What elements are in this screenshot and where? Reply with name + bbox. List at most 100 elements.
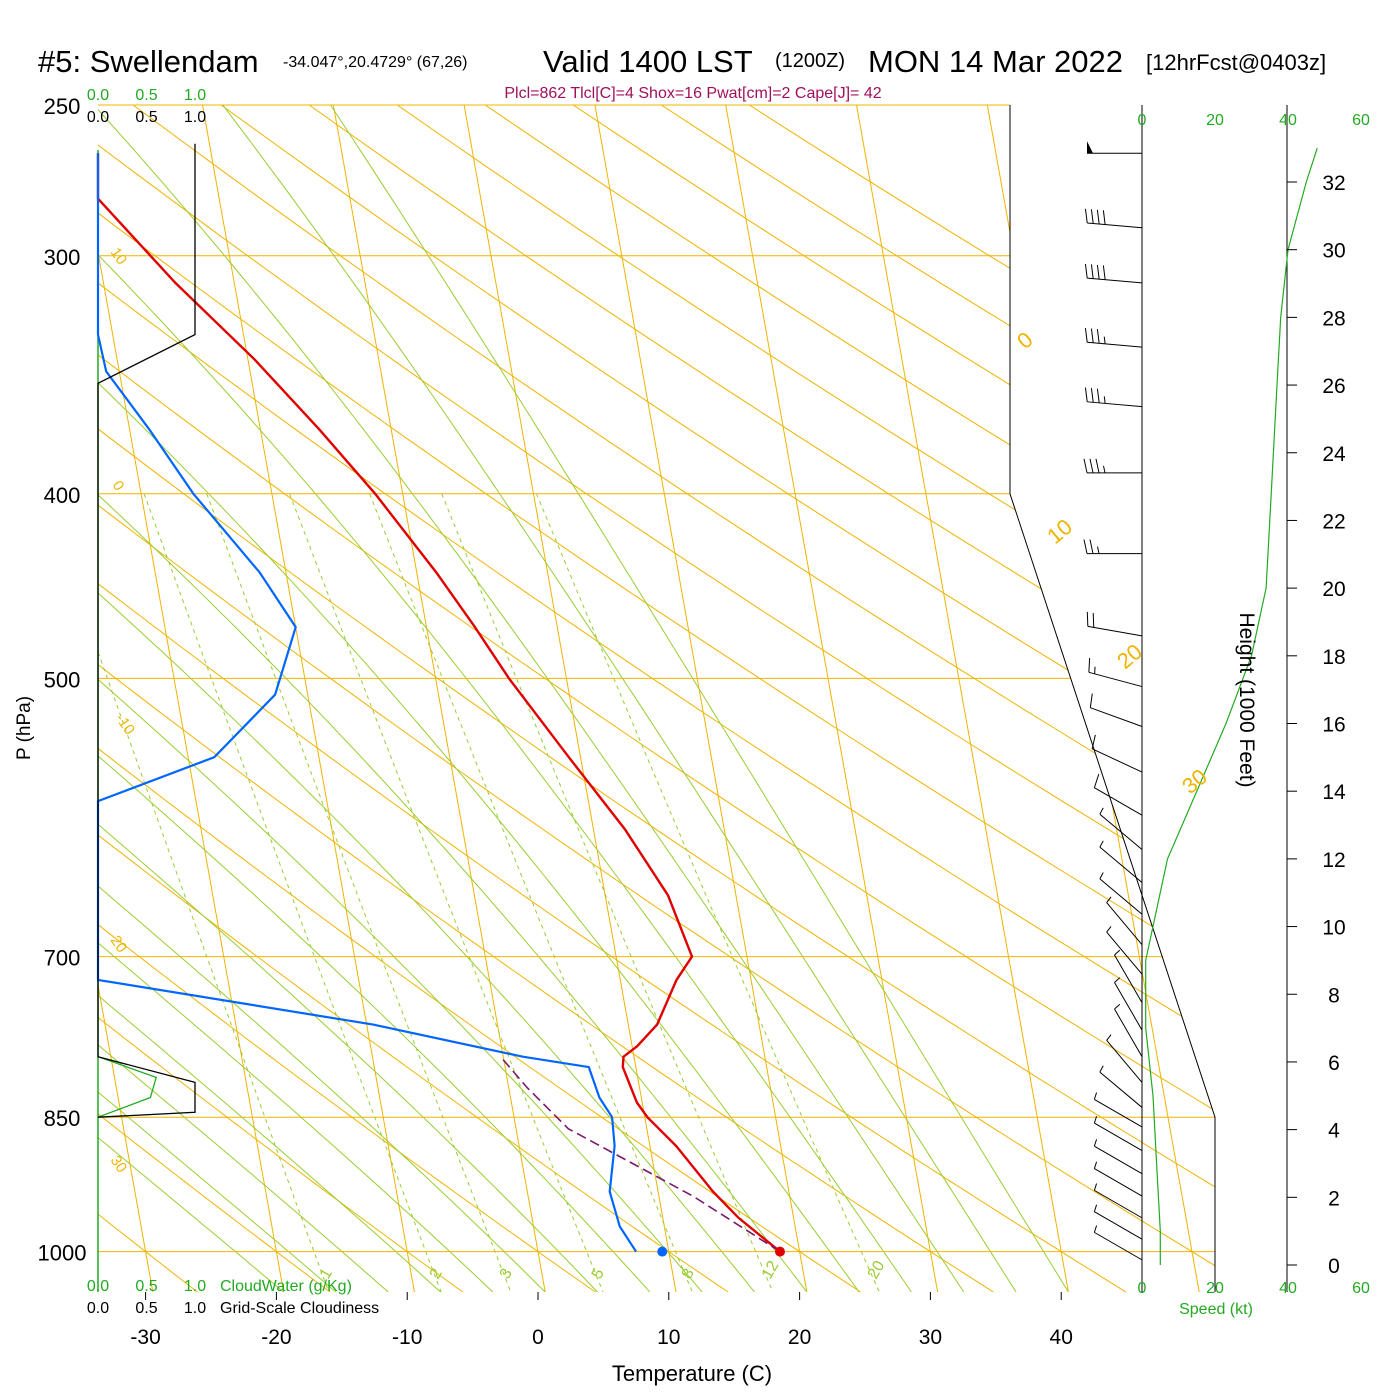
barb-staff: [1106, 902, 1143, 946]
barb-half: [1106, 926, 1112, 933]
barb-full: [1083, 458, 1088, 473]
barb-full: [1102, 265, 1106, 280]
height-tick-label: 18: [1322, 646, 1345, 669]
wind-barb: [1086, 612, 1143, 637]
barb-staff: [1094, 1145, 1143, 1175]
barb-flag: [1087, 141, 1093, 154]
mixing-ratio-line: [206, 493, 512, 1292]
fraction-tick-label: 0.0: [87, 87, 109, 104]
speed-tick-label-bottom: 60: [1352, 1280, 1370, 1297]
barb-staff: [1087, 401, 1143, 408]
barb-full: [1091, 734, 1096, 749]
height-tick-label: 20: [1322, 578, 1345, 601]
barb-staff: [1088, 671, 1143, 688]
cloudiness-label: Grid-Scale Cloudiness: [220, 1300, 379, 1317]
dry-adiabat-line: [98, 105, 1215, 1292]
barb-staff: [1099, 813, 1143, 850]
barb-staff: [1094, 1098, 1143, 1128]
moist-adiabat-line: [98, 105, 912, 1292]
fraction-tick-label: 0.5: [135, 87, 157, 104]
fraction-tick-label: 0.0: [87, 109, 109, 126]
mixing-ratio-label: 8: [679, 1266, 698, 1282]
x-tick-label: -30: [130, 1326, 160, 1349]
wind-barb: [1093, 1204, 1143, 1240]
wind-barb: [1084, 263, 1143, 284]
barb-half: [1093, 1161, 1098, 1169]
barb-full: [1089, 693, 1093, 708]
dry-adiabat-line: [435, 105, 1215, 1292]
barb-staff: [1091, 748, 1143, 773]
thermo-clipped: [98, 105, 1215, 1292]
barb-staff: [1094, 1211, 1143, 1240]
barb-half: [1099, 872, 1104, 880]
moist-adiabat-line: [98, 105, 389, 1292]
speed-axis-title: Speed (kt): [1179, 1301, 1253, 1318]
x-tick-label: 20: [788, 1326, 811, 1349]
pressure-tick-label: 700: [44, 946, 81, 971]
temperature-profile: [96, 153, 781, 1253]
pressure-tick-label: 1000: [38, 1241, 87, 1266]
barb-half: [1114, 949, 1121, 956]
surface-dewpoint-dot: [657, 1246, 668, 1257]
wind-barb: [1084, 387, 1143, 408]
isotherm-line: [1111, 105, 1215, 1292]
x-tick-label: -10: [392, 1326, 422, 1349]
height-tick-label: 14: [1322, 781, 1346, 804]
height-tick-label: 12: [1322, 849, 1345, 872]
station-coords: -34.047°,20.4729° (67,26): [283, 54, 467, 71]
barb-full: [1088, 657, 1091, 673]
height-tick-label: 16: [1322, 714, 1345, 737]
mixing-ratio-line: [536, 493, 880, 1292]
temperature-axis-title: Temperature (C): [612, 1361, 772, 1386]
dry-adiabat-line: [98, 105, 474, 1292]
height-tick-label: 4: [1328, 1120, 1340, 1143]
pressure-tick-label: 400: [44, 483, 81, 508]
barb-half: [1103, 465, 1106, 473]
isotherm-line: [719, 105, 940, 1292]
mixing-ratio-label: 3: [497, 1266, 516, 1282]
wind-barb: [1093, 1183, 1143, 1219]
plot-frame-right: [1009, 105, 1216, 1292]
wind-barb: [1088, 657, 1143, 688]
barb-full: [1102, 210, 1106, 225]
wind-barb: [1099, 1065, 1143, 1108]
x-tick-label: -20: [261, 1326, 291, 1349]
moist-adiabat-line: [196, 105, 1017, 1292]
pressure-tick-label: 250: [44, 94, 81, 119]
wind-barbs: [1083, 141, 1143, 1261]
isotherm-line: [196, 105, 417, 1292]
isotherm-line: [588, 105, 809, 1292]
barb-full: [1090, 209, 1094, 224]
barb-full: [1092, 613, 1095, 628]
wind-barb: [1106, 926, 1143, 975]
surface-temperature-dot: [774, 1246, 785, 1257]
wind-barb: [1114, 977, 1143, 1031]
barb-full: [1084, 328, 1088, 343]
isotherm-label-left: 0: [109, 478, 128, 495]
moist-adiabat-line: [98, 105, 441, 1292]
valid-date: MON 14 Mar 2022: [868, 44, 1123, 79]
wind-barb: [1093, 773, 1143, 816]
stability-indices: Plcl=862 Tlcl[C]=4 Shox=16 Pwat[cm]=2 Ca…: [504, 85, 881, 102]
wind-barb: [1093, 1225, 1143, 1261]
fraction-tick-label: 0.5: [135, 1300, 157, 1317]
height-tick-label: 30: [1322, 240, 1345, 263]
barb-staff: [1094, 1168, 1143, 1197]
barb-half: [1093, 1139, 1098, 1147]
utc-time: (1200Z): [775, 50, 845, 72]
wind-barb: [1099, 872, 1143, 915]
height-tick-label: 22: [1322, 510, 1345, 533]
dry-adiabat-line: [98, 105, 1139, 1292]
moist-adiabat-line: [307, 105, 1069, 1292]
height-tick-label: 26: [1322, 375, 1345, 398]
isotherm-line: [850, 105, 1071, 1292]
barb-staff: [1106, 1039, 1143, 1083]
fraction-tick-label: 1.0: [184, 1300, 206, 1317]
barb-half: [1093, 1204, 1098, 1212]
barb-full: [1096, 329, 1100, 344]
wind-barb: [1093, 1161, 1143, 1197]
side-panels: [97, 105, 1318, 1292]
moist-adiabat-line: [98, 105, 337, 1292]
fraction-tick-label: 0.0: [87, 1278, 109, 1295]
